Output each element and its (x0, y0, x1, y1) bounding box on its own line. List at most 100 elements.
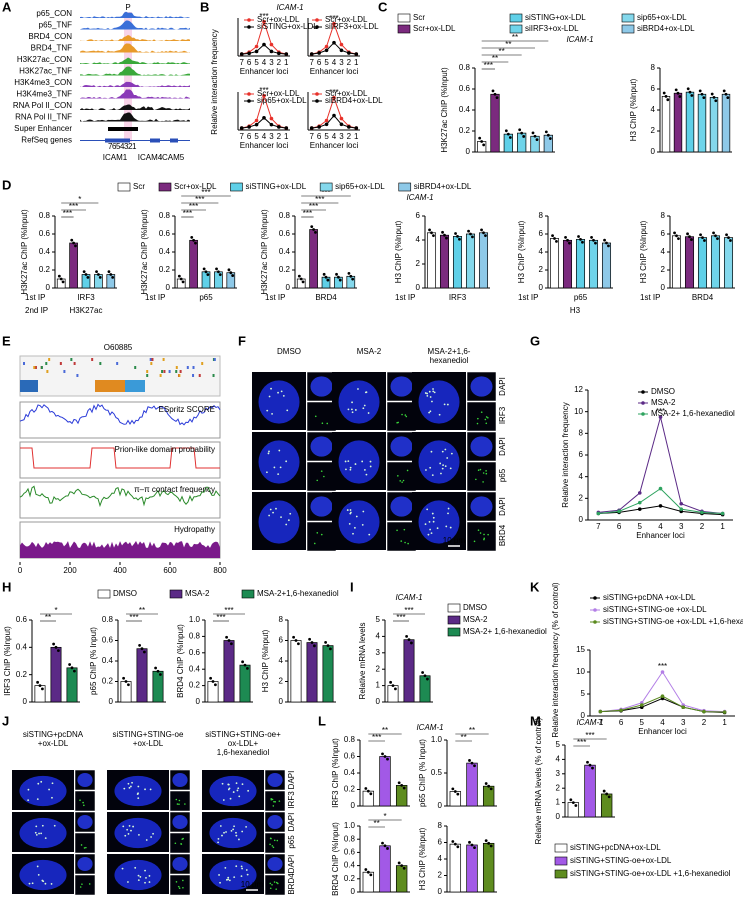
significance: *** (224, 606, 233, 615)
inset-focus (182, 879, 184, 882)
legend-label: siSTING+ox-LDL (525, 13, 586, 22)
bar (562, 239, 573, 289)
replicate-dot (712, 231, 715, 235)
replicate-dot (217, 270, 220, 274)
inset-nucleus (267, 857, 283, 871)
replicate-dot (82, 270, 86, 274)
y-tick-label: 0 (196, 697, 201, 706)
point (239, 126, 244, 130)
y-tick-label: 10 (576, 667, 585, 676)
replicate-dot (484, 839, 488, 843)
y-tick-label: 5 (376, 615, 381, 624)
y-axis-label: H3K27ac ChIP (%Input) (440, 67, 449, 153)
y-tick-label: 0.2 (459, 126, 471, 135)
legend-swatch (241, 589, 255, 599)
focus (137, 785, 140, 788)
focus (51, 782, 54, 785)
point (347, 51, 351, 55)
replicate-dot (241, 660, 245, 664)
inset-nucleus (310, 376, 333, 397)
focus (430, 532, 433, 535)
inset-focus (485, 470, 487, 472)
inset-nucleus (310, 496, 333, 517)
y-axis-label: Relative interaction frequency (210, 29, 219, 134)
replicate-dot (421, 671, 424, 674)
legend-swatch (97, 589, 111, 599)
inset (169, 832, 191, 854)
focus (432, 516, 435, 519)
replicate-dot (192, 238, 196, 242)
panel-letter: B (200, 0, 209, 14)
y-tick-label: 3 (376, 648, 381, 657)
legend-label: Scr+ox-LDL (257, 15, 300, 24)
replicate-dot (594, 241, 597, 245)
feature (59, 362, 62, 365)
replicate-dot (571, 801, 575, 804)
significance: *** (484, 61, 493, 70)
replicate-dot (677, 237, 680, 241)
replicate-dot (453, 790, 457, 793)
bar (439, 234, 450, 289)
track-label: Prion-like domain probability (115, 445, 216, 454)
focus (432, 388, 434, 390)
focus (238, 795, 241, 798)
focus (127, 881, 129, 883)
inset-focus (396, 421, 398, 424)
focus (28, 882, 31, 885)
replicate-dot (402, 866, 406, 870)
y-tick-label: 8 (579, 428, 584, 437)
feature (70, 358, 73, 361)
inset-nucleus (172, 815, 188, 829)
replicate-dot (443, 233, 446, 237)
focus (425, 469, 427, 471)
bar (306, 642, 318, 703)
inset-focus (80, 844, 83, 846)
replicate-dot (391, 684, 395, 687)
focus (351, 401, 353, 404)
replicate-dot (243, 663, 247, 667)
focus (349, 512, 352, 515)
legend-marker (247, 25, 251, 29)
locus-number: 3 (124, 142, 129, 151)
x-tick-label: 5 (254, 132, 259, 141)
replicate-dot (445, 236, 448, 240)
y-tick-label: 0.4 (159, 247, 171, 256)
inset-focus (482, 481, 484, 483)
feature (33, 366, 36, 369)
replicate-dot (97, 273, 100, 276)
domain (125, 380, 145, 392)
focus (369, 465, 372, 468)
replicate-dot (699, 233, 702, 237)
focus (241, 830, 244, 833)
y-tick-label: 15 (576, 645, 585, 654)
focus (145, 839, 148, 841)
y-tick-label: 2 (438, 871, 443, 880)
replicate-dot (140, 647, 144, 651)
replicate-dot (394, 687, 397, 691)
replicate-dot (206, 273, 210, 277)
focus (351, 411, 354, 414)
bar (465, 233, 476, 289)
inset-focus (403, 528, 406, 531)
x-tick-label: 2 (700, 522, 705, 531)
y-tick-label: 0.6 (279, 229, 291, 238)
focus (369, 460, 372, 463)
replicate-dot (229, 271, 233, 275)
point (702, 709, 706, 714)
focus (36, 865, 39, 868)
x-tick-label: 600 (163, 566, 177, 575)
replicate-dot (72, 241, 75, 245)
significance: *** (259, 86, 268, 95)
replicate-dot (453, 842, 457, 846)
inset-focus (180, 843, 183, 845)
legend-marker (247, 92, 251, 96)
ip-label: 1st IP (265, 293, 285, 302)
gene-label: ICAM5 (160, 153, 185, 162)
x-tick-label: 7 (309, 132, 314, 141)
feature (149, 358, 152, 361)
focus (354, 463, 357, 465)
nucleus (19, 775, 67, 807)
point (269, 49, 274, 54)
focus (444, 448, 447, 451)
legend-label: siSTING+ox-LDL (245, 182, 306, 191)
